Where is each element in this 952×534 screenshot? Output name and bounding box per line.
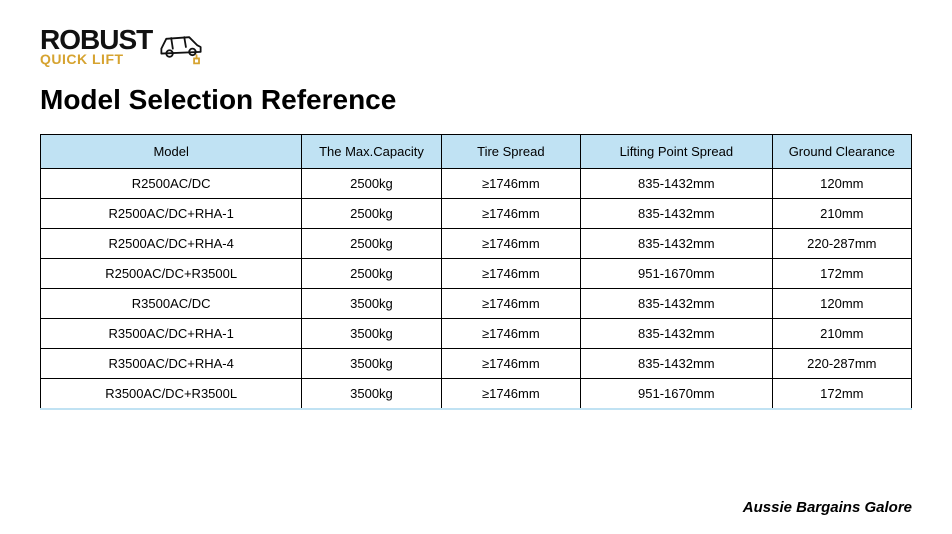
table-cell: 120mm	[772, 168, 911, 198]
table-row: R2500AC/DC+RHA-12500kg≥1746mm835-1432mm2…	[41, 198, 912, 228]
table-row: R2500AC/DC+RHA-42500kg≥1746mm835-1432mm2…	[41, 228, 912, 258]
table-cell: 2500kg	[302, 168, 441, 198]
logo-line1: ROBUST	[40, 28, 152, 52]
table-cell: ≥1746mm	[441, 198, 580, 228]
table-cell: 210mm	[772, 318, 911, 348]
table-cell: ≥1746mm	[441, 168, 580, 198]
logo: ROBUST QUICK LIFT	[40, 28, 912, 66]
table-cell: 835-1432mm	[581, 168, 773, 198]
table-cell: 210mm	[772, 198, 911, 228]
table-cell: R2500AC/DC+R3500L	[41, 258, 302, 288]
table-cell: 220-287mm	[772, 228, 911, 258]
footer-brand: Aussie Bargains Galore	[743, 499, 912, 516]
logo-text: ROBUST QUICK LIFT	[40, 28, 152, 66]
table-row: R3500AC/DC+RHA-43500kg≥1746mm835-1432mm2…	[41, 348, 912, 378]
table-cell: 172mm	[772, 378, 911, 408]
table-cell: 835-1432mm	[581, 348, 773, 378]
logo-line2: QUICK LIFT	[40, 54, 152, 66]
table-cell: ≥1746mm	[441, 318, 580, 348]
table-cell: ≥1746mm	[441, 348, 580, 378]
col-capacity: The Max.Capacity	[302, 134, 441, 168]
col-model: Model	[41, 134, 302, 168]
table-cell: ≥1746mm	[441, 228, 580, 258]
table-cell: 120mm	[772, 288, 911, 318]
table-row: R3500AC/DC3500kg≥1746mm835-1432mm120mm	[41, 288, 912, 318]
table-cell: ≥1746mm	[441, 258, 580, 288]
col-lifting-point: Lifting Point Spread	[581, 134, 773, 168]
table-cell: 835-1432mm	[581, 198, 773, 228]
model-table: Model The Max.Capacity Tire Spread Lifti…	[40, 134, 912, 409]
table-cell: R2500AC/DC	[41, 168, 302, 198]
table-cell: 172mm	[772, 258, 911, 288]
table-cell: R3500AC/DC+RHA-1	[41, 318, 302, 348]
col-tire-spread: Tire Spread	[441, 134, 580, 168]
table-cell: R2500AC/DC+RHA-4	[41, 228, 302, 258]
table-cell: 3500kg	[302, 348, 441, 378]
table-cell: 3500kg	[302, 318, 441, 348]
table-row: R3500AC/DC+R3500L3500kg≥1746mm951-1670mm…	[41, 378, 912, 408]
table-header-row: Model The Max.Capacity Tire Spread Lifti…	[41, 134, 912, 168]
table-cell: R3500AC/DC	[41, 288, 302, 318]
table-cell: 220-287mm	[772, 348, 911, 378]
table-cell: R3500AC/DC+RHA-4	[41, 348, 302, 378]
table-cell: 951-1670mm	[581, 258, 773, 288]
table-cell: 3500kg	[302, 378, 441, 408]
table-row: R3500AC/DC+RHA-13500kg≥1746mm835-1432mm2…	[41, 318, 912, 348]
table-cell: 835-1432mm	[581, 228, 773, 258]
table-cell: 2500kg	[302, 198, 441, 228]
car-lift-icon	[156, 29, 206, 65]
table-cell: 835-1432mm	[581, 288, 773, 318]
table-cell: R2500AC/DC+RHA-1	[41, 198, 302, 228]
page-title: Model Selection Reference	[40, 84, 912, 116]
table-cell: ≥1746mm	[441, 288, 580, 318]
col-ground-clearance: Ground Clearance	[772, 134, 911, 168]
table-cell: R3500AC/DC+R3500L	[41, 378, 302, 408]
table-row: R2500AC/DC+R3500L2500kg≥1746mm951-1670mm…	[41, 258, 912, 288]
table-cell: 2500kg	[302, 258, 441, 288]
table-cell: 951-1670mm	[581, 378, 773, 408]
table-cell: 2500kg	[302, 228, 441, 258]
table-cell: 835-1432mm	[581, 318, 773, 348]
table-row: R2500AC/DC2500kg≥1746mm835-1432mm120mm	[41, 168, 912, 198]
table-cell: ≥1746mm	[441, 378, 580, 408]
table-bottom-accent	[40, 408, 912, 410]
table-cell: 3500kg	[302, 288, 441, 318]
